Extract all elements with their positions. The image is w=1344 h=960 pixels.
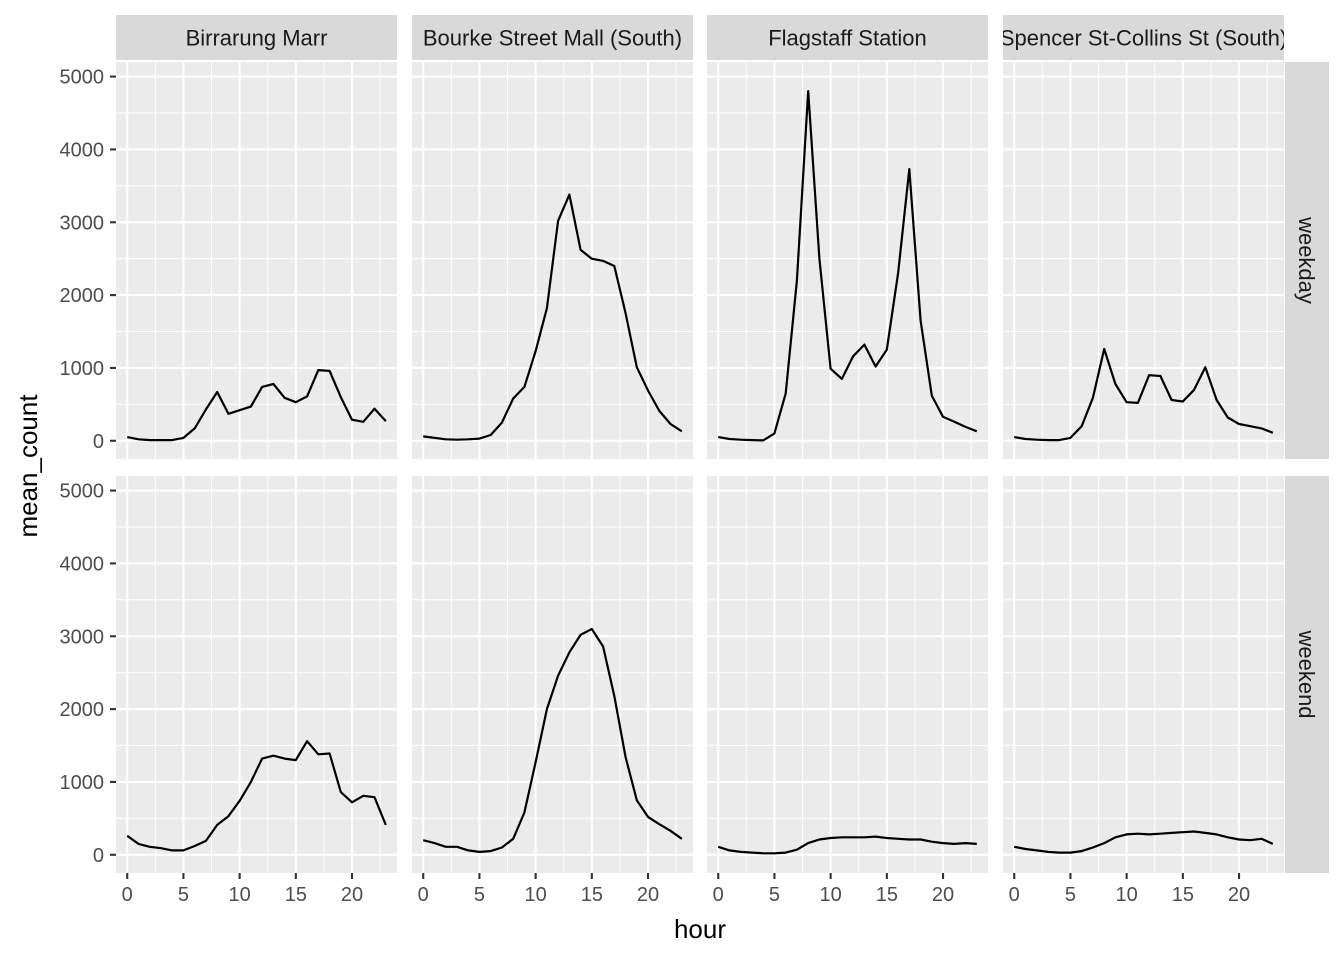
x-tick-label: 20 — [932, 884, 954, 906]
panel-weekend-4 — [1003, 476, 1284, 873]
x-tick-label: 20 — [1228, 884, 1250, 906]
panel-weekday-3 — [707, 62, 988, 459]
y-tick-label: 0 — [93, 431, 104, 453]
series-line — [1014, 347, 1274, 442]
y-tick-label: 2000 — [60, 285, 105, 307]
x-tick-label: 0 — [1009, 884, 1020, 906]
x-tick-label: 20 — [637, 884, 659, 906]
x-tick-label: 10 — [1116, 884, 1138, 906]
strip-labels: Birrarung Marr Bourke Street Mall (South)… — [116, 15, 1329, 873]
x-tick-label: 0 — [418, 884, 429, 906]
series-line — [1013, 830, 1274, 854]
y-tick-label: 1000 — [60, 772, 105, 794]
strip-label-col-1: Birrarung Marr — [186, 26, 328, 51]
series-line — [717, 835, 977, 855]
panel-weekend-1 — [116, 476, 397, 873]
panel-weekday-2 — [412, 62, 693, 459]
series-line — [422, 627, 683, 854]
x-tick-label: 10 — [820, 884, 842, 906]
x-tick-label: 5 — [769, 884, 780, 906]
strip-background-col-4 — [1003, 15, 1284, 60]
panel-weekday-1 — [116, 62, 397, 459]
panels-layer — [116, 62, 1284, 873]
panel-background — [1003, 62, 1284, 459]
x-tick-label: 15 — [581, 884, 603, 906]
y-tick-label: 3000 — [60, 212, 105, 234]
axes-layer: 0100020003000400050000100020003000400050… — [60, 67, 1251, 906]
x-axis-title: hour — [674, 914, 726, 944]
x-tick-label: 5 — [474, 884, 485, 906]
series-line — [718, 89, 978, 442]
y-tick-label: 5000 — [60, 67, 105, 89]
panel-background — [707, 62, 988, 459]
y-tick-label: 0 — [93, 845, 104, 867]
strip-label-col-3: Flagstaff Station — [768, 26, 927, 51]
strip-background-col-3 — [707, 15, 988, 60]
strip-label-weekday: weekday — [1294, 216, 1319, 304]
panel-weekday-4 — [1003, 62, 1284, 459]
x-tick-label: 20 — [341, 884, 363, 906]
panel-background — [116, 62, 397, 459]
x-tick-label: 15 — [285, 884, 307, 906]
y-tick-label: 3000 — [60, 626, 105, 648]
y-axis-title: mean_count — [13, 394, 43, 538]
strip-label-weekend: weekend — [1294, 629, 1319, 718]
y-tick-label: 4000 — [60, 139, 105, 161]
x-tick-label: 15 — [876, 884, 898, 906]
x-tick-label: 0 — [713, 884, 724, 906]
y-tick-label: 1000 — [60, 358, 105, 380]
series-line — [126, 369, 387, 442]
x-tick-label: 10 — [525, 884, 547, 906]
series-line — [126, 740, 387, 852]
panel-background — [116, 476, 397, 873]
x-tick-label: 5 — [1065, 884, 1076, 906]
x-tick-label: 5 — [178, 884, 189, 906]
panel-background — [1003, 476, 1284, 873]
strip-background-weekend — [1285, 476, 1329, 873]
x-tick-label: 0 — [122, 884, 133, 906]
y-tick-label: 4000 — [60, 553, 105, 575]
panel-background — [707, 476, 988, 873]
x-tick-label: 15 — [1172, 884, 1194, 906]
strip-background-weekday — [1285, 62, 1329, 459]
strip-background-col-1 — [116, 15, 397, 60]
strip-label-col-4: Spencer St-Collins St (South) — [1000, 26, 1287, 51]
strip-background-col-2 — [412, 15, 693, 60]
panel-weekend-3 — [707, 476, 988, 873]
x-tick-label: 10 — [229, 884, 251, 906]
strip-label-col-2: Bourke Street Mall (South) — [423, 26, 682, 51]
panel-background — [412, 476, 693, 873]
y-tick-label: 2000 — [60, 699, 105, 721]
panel-weekend-2 — [412, 476, 693, 873]
y-tick-label: 5000 — [60, 481, 105, 503]
series-line — [423, 193, 683, 441]
